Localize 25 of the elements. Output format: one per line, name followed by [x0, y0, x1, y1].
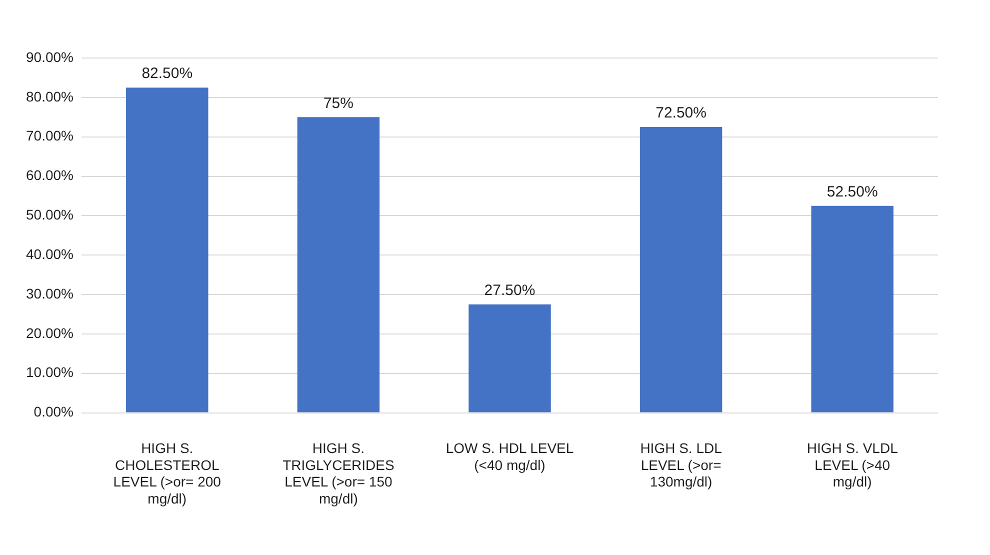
x-tick-label: HIGH S. VLDL LEVEL (>40 mg/dl)	[806, 440, 898, 490]
data-label: 75%	[323, 94, 354, 112]
y-tick-label: 10.00%	[26, 364, 74, 380]
y-tick-label: 50.00%	[26, 206, 74, 223]
data-label: 27.50%	[484, 282, 536, 300]
data-label: 52.50%	[826, 183, 878, 200]
data-label: 72.50%	[656, 104, 706, 122]
y-tick-label: 80.00%	[26, 88, 74, 104]
bar	[126, 88, 208, 412]
x-tick-label: HIGH S. LDL LEVEL (>or= 130mg/dl)	[640, 440, 722, 490]
bar	[811, 206, 894, 412]
y-tick-label: 60.00%	[26, 167, 74, 184]
x-tick-label: HIGH S. TRIGLYCERIDES LEVEL (>or= 150 mg/dl)	[282, 440, 394, 506]
y-tick-label: 70.00%	[26, 128, 74, 144]
x-tick-label: LOW S. HDL LEVEL (<40 mg/dl)	[446, 440, 574, 473]
y-tick-label: 90.00%	[26, 48, 74, 65]
y-tick-label: 20.00%	[26, 324, 74, 341]
bar	[468, 304, 551, 412]
y-tick-label: 0.00%	[34, 404, 74, 420]
bar	[297, 117, 380, 412]
data-label: 82.50%	[142, 65, 193, 82]
y-tick-label: 40.00%	[26, 246, 74, 262]
bar	[640, 126, 722, 412]
y-tick-label: 30.00%	[26, 285, 74, 302]
x-tick-label: HIGH S. CHOLESTEROL LEVEL (>or= 200 mg/dl)	[113, 440, 222, 506]
